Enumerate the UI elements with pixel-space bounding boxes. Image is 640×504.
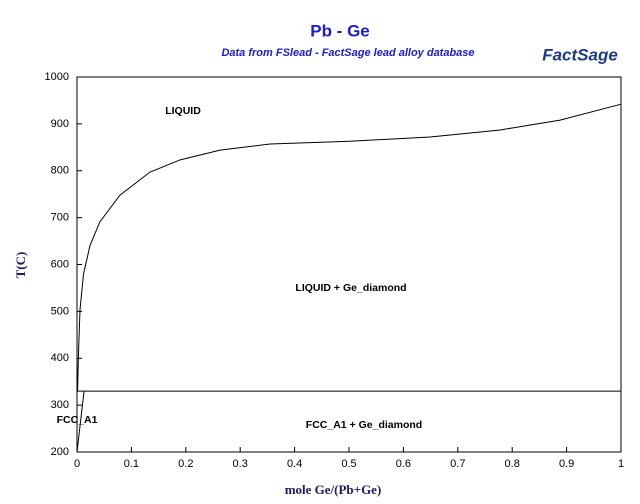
region-label: LIQUID + Ge_diamond <box>295 282 406 294</box>
plot-frame <box>76 76 622 453</box>
y-tick-label: 800 <box>51 165 69 177</box>
phase-boundary <box>77 103 622 392</box>
x-tick-label: 0 <box>74 458 80 470</box>
y-tick-label: 600 <box>51 258 69 270</box>
y-tick-label: 200 <box>51 446 69 458</box>
y-tick-label: 700 <box>51 212 69 224</box>
x-tick-label: 0.5 <box>341 458 356 470</box>
x-tick-label: 0.2 <box>178 458 193 470</box>
y-tick-label: 900 <box>51 118 69 130</box>
y-tick-label: 1000 <box>45 71 69 83</box>
x-tick-label: 0.3 <box>233 458 248 470</box>
region-label: FCC_A1 + Ge_diamond <box>306 419 422 431</box>
chart-subtitle: Data from FSlead - FactSage lead alloy d… <box>221 47 474 59</box>
y-tick-label: 300 <box>51 399 69 411</box>
phase-boundary <box>76 391 85 453</box>
region-label: FCC_A1 <box>57 414 98 426</box>
y-tick-label: 500 <box>51 305 69 317</box>
y-axis-label: T(C) <box>13 252 28 279</box>
y-tick-label: 400 <box>51 352 69 364</box>
x-tick-label: 0.7 <box>450 458 465 470</box>
x-tick-label: 0.6 <box>396 458 411 470</box>
x-tick-label: 1 <box>618 458 624 470</box>
x-tick-label: 0.8 <box>505 458 520 470</box>
logo: FactSage <box>542 45 618 64</box>
x-tick-label: 0.9 <box>559 458 574 470</box>
x-tick-label: 0.1 <box>124 458 139 470</box>
x-axis-label: mole Ge/(Pb+Ge) <box>285 482 382 497</box>
region-label: LIQUID <box>165 105 201 117</box>
chart-title: Pb - Ge <box>310 21 370 40</box>
x-tick-label: 0.4 <box>287 458 302 470</box>
